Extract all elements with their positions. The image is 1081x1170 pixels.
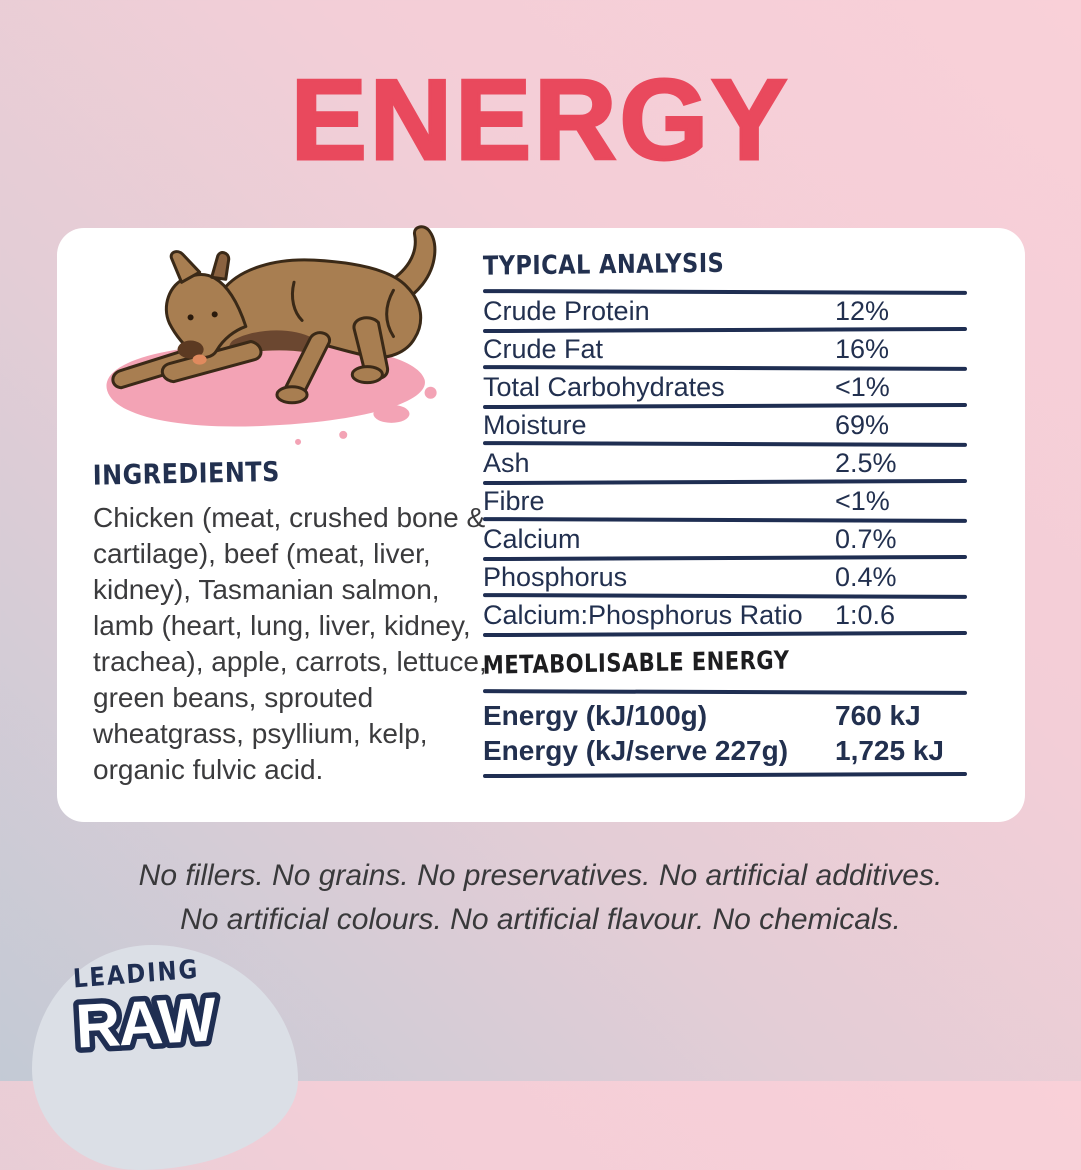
analysis-row: Moisture 69% (483, 408, 967, 442)
analysis-label: Ash (483, 447, 530, 478)
analysis-label: Total Carbohydrates (483, 371, 725, 402)
typical-analysis-section: TYPICAL ANALYSIS Crude Protein 12% Crude… (482, 248, 968, 638)
analysis-label: Calcium:Phosphorus Ratio (483, 599, 803, 630)
analysis-value: 0.4% (835, 561, 897, 592)
claims-line-1: No fillers. No grains. No preservatives.… (138, 859, 943, 892)
raw-wordmark-text: RAW (74, 985, 219, 1061)
analysis-label: Calcium (483, 523, 581, 554)
analysis-value: <1% (835, 485, 890, 516)
info-card: INGREDIENTS Chicken (meat, crushed bone … (57, 225, 1025, 822)
dog-body-shape (111, 225, 437, 405)
analysis-row: Crude Protein 12% (483, 294, 967, 328)
analysis-row: Fibre <1% (483, 484, 967, 518)
metabolisable-energy-section: METABOLISABLE ENERGY Energy (kJ/100g) 76… (482, 645, 968, 779)
analysis-value: <1% (835, 371, 890, 402)
analysis-value: 1:0.6 (835, 599, 896, 630)
dog-illustration (82, 222, 494, 458)
ingredients-text: Chicken (meat, crushed bone & cartilage)… (93, 502, 487, 785)
brand-logo-raw: RAW (68, 980, 224, 1067)
claims-text: No fillers. No grains. No preservatives.… (0, 854, 1081, 942)
ingredients-section: INGREDIENTS Chicken (meat, crushed bone … (93, 457, 488, 788)
energy-row: Energy (kJ/serve 227g) 1,725 kJ (483, 733, 967, 768)
analysis-label: Moisture (483, 409, 587, 440)
analysis-value: 2.5% (835, 447, 897, 478)
analysis-row: Crude Fat 16% (483, 332, 967, 366)
analysis-label: Crude Fat (483, 333, 604, 364)
analysis-value: 12% (835, 295, 890, 326)
analysis-row: Total Carbohydrates <1% (483, 370, 967, 404)
analysis-label: Crude Protein (483, 295, 650, 326)
analysis-label: Fibre (483, 485, 545, 516)
divider (482, 771, 968, 779)
energy-value: 760 kJ (835, 699, 921, 731)
analysis-label: Phosphorus (483, 561, 628, 592)
analysis-row: Calcium:Phosphorus Ratio 1:0.6 (483, 598, 967, 632)
typical-analysis-heading: TYPICAL ANALYSIS (482, 247, 725, 281)
divider (482, 689, 968, 695)
claims-line-2: No artificial colours. No artificial fla… (180, 903, 901, 936)
analysis-row: Calcium 0.7% (483, 522, 967, 556)
analysis-row: Ash 2.5% (483, 446, 967, 480)
analysis-row: Phosphorus 0.4% (483, 560, 967, 594)
analysis-value: 69% (835, 409, 890, 440)
energy-row: Energy (kJ/100g) 760 kJ (483, 698, 967, 733)
energy-value: 1,725 kJ (835, 734, 944, 766)
divider (482, 630, 968, 638)
analysis-value: 0.7% (835, 523, 897, 554)
metabolisable-energy-heading: METABOLISABLE ENERGY (482, 645, 790, 680)
dog-playing-icon (106, 225, 437, 445)
analysis-value: 16% (835, 333, 890, 364)
energy-label: Energy (kJ/serve 227g) (483, 734, 789, 766)
ingredients-heading: INGREDIENTS (92, 456, 281, 492)
energy-label: Energy (kJ/100g) (483, 699, 708, 731)
page-title: ENERGY (289, 57, 791, 184)
